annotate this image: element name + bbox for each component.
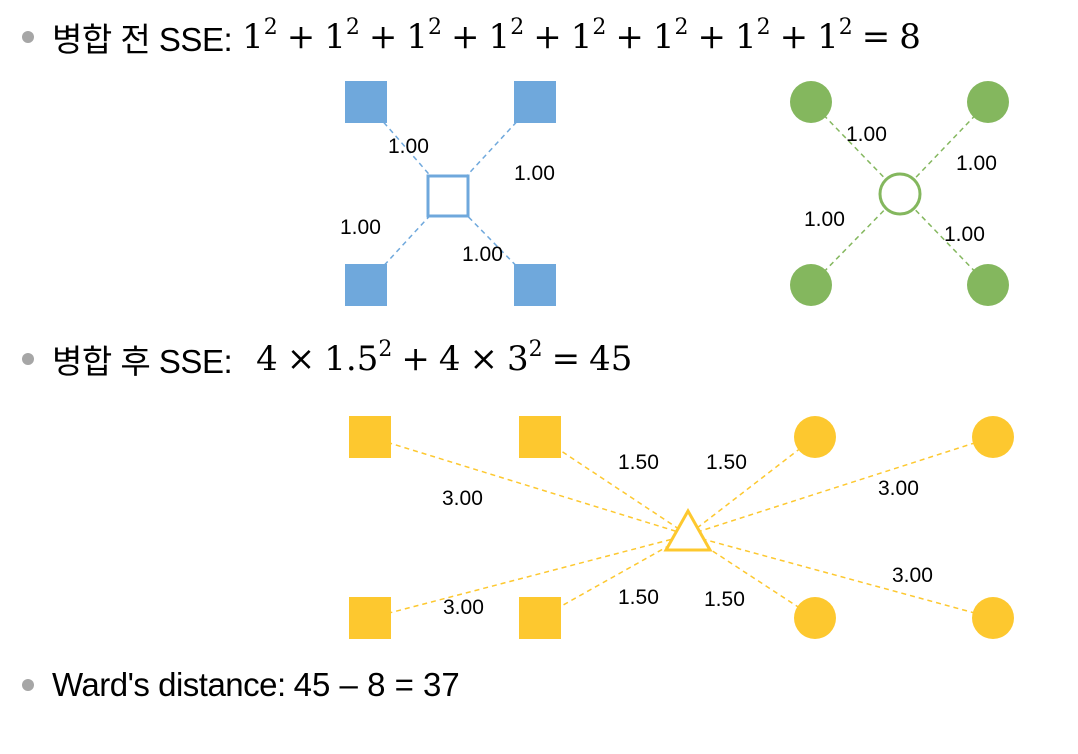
formula-operator: + bbox=[401, 339, 430, 379]
distance-label: 3.00 bbox=[442, 487, 483, 510]
formula-exponent: 2 bbox=[528, 337, 543, 362]
after-sse-formula: 4 × 1.52 +4 × 32 = 45 bbox=[256, 337, 633, 380]
green-point bbox=[967, 81, 1009, 123]
plus-operator: + bbox=[451, 17, 480, 57]
formula-term: 3 bbox=[506, 339, 529, 379]
distance-label: 1.00 bbox=[388, 135, 429, 158]
green-link bbox=[899, 101, 989, 195]
formula-operator: × bbox=[286, 339, 316, 379]
yellow-link bbox=[539, 436, 689, 536]
formula-term: 1 bbox=[488, 17, 511, 57]
green-point bbox=[790, 264, 832, 306]
merged-centroid-triangle bbox=[663, 507, 713, 552]
merged-cluster: 1.50 1.50 3.00 3.00 3.00 1.50 1.50 3.00 bbox=[349, 416, 1014, 639]
green-point bbox=[967, 264, 1009, 306]
formula-term: 45 bbox=[589, 339, 633, 379]
green-link bbox=[810, 101, 901, 195]
formula-term: 1 bbox=[242, 17, 264, 57]
formula-term: 1 bbox=[570, 17, 593, 57]
green-point bbox=[790, 81, 832, 123]
bullet-dot bbox=[22, 31, 34, 43]
formula-term: 1 bbox=[406, 17, 429, 57]
yellow-square-point bbox=[519, 416, 561, 458]
distance-label: 1.00 bbox=[944, 223, 985, 246]
yellow-link bbox=[369, 436, 689, 536]
distance-label: 3.00 bbox=[443, 596, 484, 619]
formula-exponent: 2 bbox=[378, 337, 393, 362]
green-link bbox=[899, 193, 989, 286]
formula-term: 1 bbox=[324, 17, 346, 57]
distance-label: 3.00 bbox=[892, 564, 933, 587]
plus-operator: + bbox=[697, 17, 726, 57]
bullet-line-ward: Ward's distance: 45 – 8 = 37 bbox=[20, 660, 460, 710]
plus-operator: + bbox=[779, 17, 809, 57]
before-sse-label: 병합 전 SSE: bbox=[52, 21, 233, 58]
bullet-line-after: 병합 후 SSE: 4 × 1.52 +4 × 32 = 45 bbox=[20, 334, 632, 384]
distance-label: 1.00 bbox=[462, 243, 503, 266]
distance-label: 1.50 bbox=[618, 451, 659, 474]
yellow-link bbox=[539, 534, 689, 619]
yellow-circle-point bbox=[972, 416, 1014, 458]
formula-term: 4 bbox=[256, 339, 278, 379]
bullet-dot bbox=[22, 679, 34, 691]
plus-operator: + bbox=[368, 17, 398, 57]
distance-label: 1.00 bbox=[804, 208, 845, 231]
yellow-circle-point bbox=[794, 416, 836, 458]
distance-label: 1.50 bbox=[618, 586, 659, 609]
formula-term: 1 bbox=[734, 17, 757, 57]
distance-label: 1.00 bbox=[846, 123, 887, 146]
blue-point bbox=[514, 81, 556, 123]
formula-exponent: 2 bbox=[674, 15, 689, 40]
distance-label: 1.50 bbox=[704, 588, 745, 611]
formula-exponent: 2 bbox=[510, 15, 525, 40]
distance-label: 1.00 bbox=[956, 152, 997, 175]
formula-term: 4 bbox=[438, 339, 461, 379]
ward-distance-label: Ward's distance: bbox=[52, 666, 286, 703]
yellow-square-point bbox=[349, 416, 391, 458]
after-sse-label: 병합 후 SSE: bbox=[52, 343, 233, 380]
blue-point bbox=[514, 264, 556, 306]
green-centroid bbox=[878, 172, 922, 216]
formula-exponent: 2 bbox=[345, 15, 360, 40]
distance-label: 1.00 bbox=[514, 162, 555, 185]
formula-exponent: 2 bbox=[756, 15, 771, 40]
formula-operator: = bbox=[551, 339, 581, 379]
yellow-link bbox=[369, 534, 689, 619]
yellow-link bbox=[687, 534, 994, 619]
bullet-line-before: 병합 전 SSE: 12 +12 +12 +12 +12 +12 +12 +12 = 8 bbox=[20, 12, 921, 62]
blue-cluster: 1.00 1.00 1.00 1.00 bbox=[340, 81, 556, 306]
formula-exponent: 2 bbox=[838, 15, 853, 40]
before-sse-formula: 12 +12 +12 +12 +12 +12 +12 +12 = 8 bbox=[242, 15, 921, 58]
bullet-dot bbox=[22, 353, 34, 365]
yellow-circle-point bbox=[972, 597, 1014, 639]
blue-point bbox=[345, 264, 387, 306]
formula-term: 1 bbox=[817, 17, 839, 57]
distance-label: 1.50 bbox=[706, 451, 747, 474]
plus-operator: + bbox=[615, 17, 644, 57]
yellow-square-point bbox=[519, 597, 561, 639]
formula-exponent: 2 bbox=[428, 15, 443, 40]
formula-term: 1 bbox=[652, 17, 675, 57]
blue-point bbox=[345, 81, 387, 123]
green-link bbox=[810, 193, 901, 286]
plus-operator: + bbox=[286, 17, 316, 57]
formula-term: 1.5 bbox=[324, 339, 379, 379]
distance-label: 3.00 bbox=[878, 477, 919, 500]
formula-result: 8 bbox=[899, 17, 921, 57]
plus-operator: + bbox=[533, 17, 562, 57]
equals-operator: = bbox=[861, 17, 891, 57]
ward-distance-formula: 45 – 8 = 37 bbox=[293, 666, 460, 703]
formula-exponent: 2 bbox=[592, 15, 607, 40]
distance-label: 1.00 bbox=[340, 216, 381, 239]
green-cluster: 1.00 1.00 1.00 1.00 bbox=[790, 81, 1009, 306]
formula-exponent: 2 bbox=[263, 15, 278, 40]
yellow-square-point bbox=[349, 597, 391, 639]
blue-centroid bbox=[426, 174, 470, 218]
yellow-circle-point bbox=[794, 597, 836, 639]
formula-operator: × bbox=[469, 339, 498, 379]
